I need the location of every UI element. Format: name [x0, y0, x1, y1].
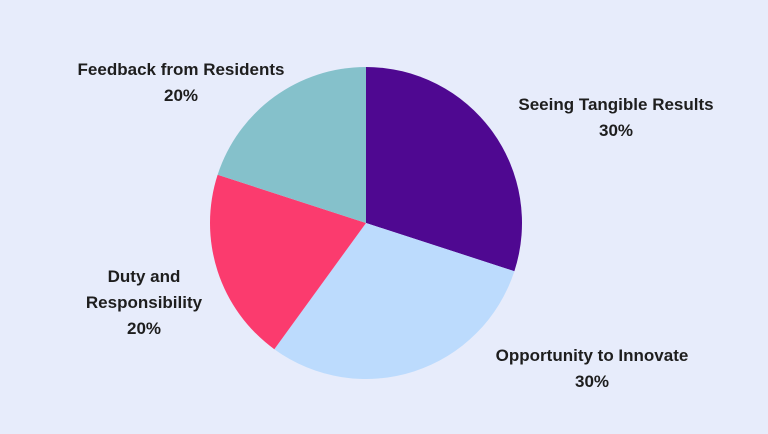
slice-label-opportunity-to-innovate: Opportunity to Innovate 30% — [496, 346, 689, 391]
pie-slice-feedback-from-residents — [217, 67, 366, 223]
pie-slice-opportunity-to-innovate — [274, 223, 515, 380]
pie-labels: Seeing Tangible Results 30% Opportunity to… — [78, 60, 714, 391]
pie-slices — [209, 67, 522, 380]
pie-slice-duty-and-responsibility — [209, 174, 366, 350]
slice-label-feedback-from-residents: Feedback from Residents 20% — [78, 60, 285, 105]
slice-label-duty-and-responsibility: Duty and Responsibility 20% — [86, 267, 203, 338]
slice-label-seeing-tangible-results: Seeing Tangible Results 30% — [518, 95, 713, 140]
pie-slice-seeing-tangible-results — [366, 67, 522, 272]
